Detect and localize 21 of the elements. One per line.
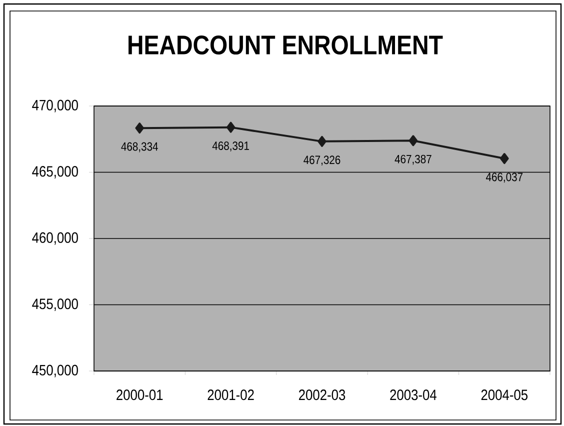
data-label: 466,037 xyxy=(486,172,523,183)
data-label: 468,391 xyxy=(212,142,249,152)
chart-title: HEADCOUNT ENROLLMENT xyxy=(128,35,443,55)
y-tick-label: 450,000 xyxy=(32,364,78,378)
x-tick-label: 2004-05 xyxy=(481,390,528,400)
y-tick-label: 455,000 xyxy=(32,298,78,311)
y-tick-label: 470,000 xyxy=(32,100,78,112)
data-label: 467,387 xyxy=(394,154,432,165)
point xyxy=(135,122,144,134)
data-label: 468,334 xyxy=(121,142,158,152)
x-tick-label: 2000-01 xyxy=(116,390,163,400)
data-label: 467,326 xyxy=(304,156,340,166)
point xyxy=(408,135,418,146)
point xyxy=(500,153,509,164)
y-tick-label: 465,000 xyxy=(32,166,78,178)
x-tick-label: 2002-03 xyxy=(298,390,346,400)
y-tick-label: 460,000 xyxy=(32,232,78,245)
point xyxy=(318,136,326,147)
x-tick-label: 2001-02 xyxy=(208,390,254,400)
x-tick-label: 2003-04 xyxy=(390,390,436,400)
point xyxy=(226,122,236,133)
